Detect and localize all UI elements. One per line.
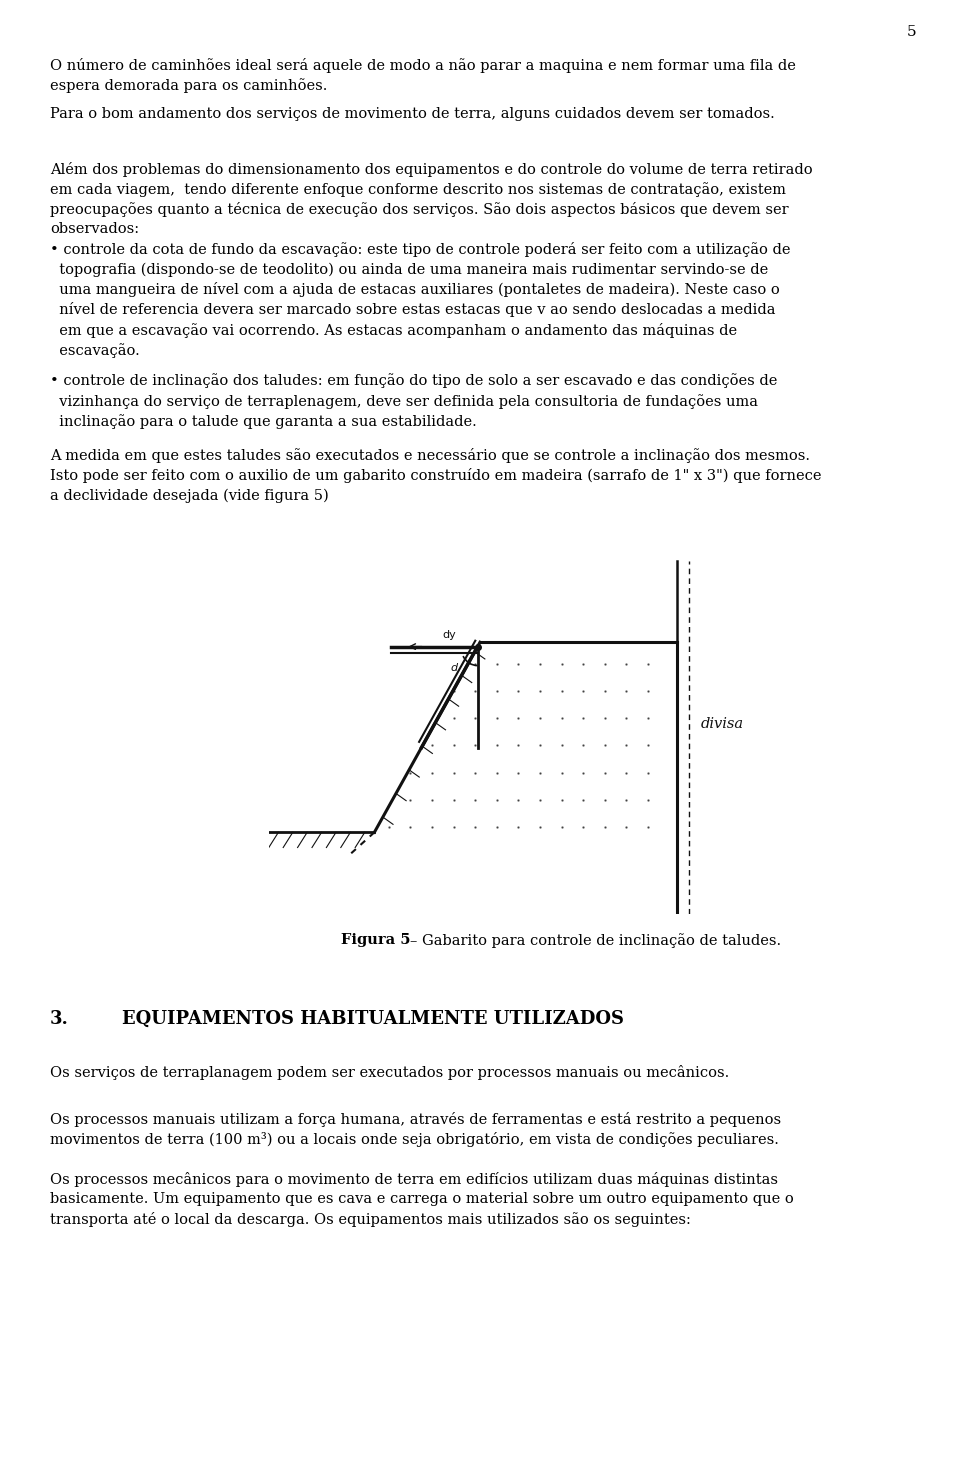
Text: EQUIPAMENTOS HABITUALMENTE UTILIZADOS: EQUIPAMENTOS HABITUALMENTE UTILIZADOS bbox=[122, 1009, 624, 1028]
Text: espera demorada para os caminhões.: espera demorada para os caminhões. bbox=[50, 77, 327, 92]
Text: a declividade desejada (vide figura 5): a declividade desejada (vide figura 5) bbox=[50, 488, 328, 503]
Text: em cada viagem,  tendo diferente enfoque conforme descrito nos sistemas de contr: em cada viagem, tendo diferente enfoque … bbox=[50, 181, 786, 196]
Text: Além dos problemas do dimensionamento dos equipamentos e do controle do volume d: Além dos problemas do dimensionamento do… bbox=[50, 162, 812, 177]
Text: transporta até o local da descarga. Os equipamentos mais utilizados são os segui: transporta até o local da descarga. Os e… bbox=[50, 1212, 691, 1227]
Text: Os processos manuais utilizam a força humana, através de ferramentas e está rest: Os processos manuais utilizam a força hu… bbox=[50, 1111, 781, 1127]
Text: 3.: 3. bbox=[50, 1009, 69, 1028]
Text: Os serviços de terraplanagem podem ser executados por processos manuais ou mecân: Os serviços de terraplanagem podem ser e… bbox=[50, 1064, 730, 1080]
Text: Para o bom andamento dos serviços de movimento de terra, alguns cuidados devem s: Para o bom andamento dos serviços de mov… bbox=[50, 108, 775, 121]
Text: uma mangueira de nível com a ajuda de estacas auxiliares (pontaletes de madeira): uma mangueira de nível com a ajuda de es… bbox=[50, 282, 780, 297]
Text: Figura 5: Figura 5 bbox=[341, 933, 410, 947]
Text: – Gabarito para controle de inclinação de taludes.: – Gabarito para controle de inclinação d… bbox=[410, 933, 781, 949]
Text: 5: 5 bbox=[907, 25, 917, 39]
Text: d: d bbox=[450, 662, 457, 673]
Text: A medida em que estes taludes são executados e necessário que se controle a incl: A medida em que estes taludes são execut… bbox=[50, 447, 810, 463]
Text: inclinação para o talude que garanta a sua estabilidade.: inclinação para o talude que garanta a s… bbox=[50, 414, 477, 428]
Text: • controle da cota de fundo da escavação: este tipo de controle poderá ser feito: • controle da cota de fundo da escavação… bbox=[50, 241, 790, 257]
Text: observados:: observados: bbox=[50, 222, 139, 235]
Text: Os processos mecânicos para o movimento de terra em edifícios utilizam duas máqu: Os processos mecânicos para o movimento … bbox=[50, 1173, 778, 1187]
Text: movimentos de terra (100 m³) ou a locais onde seja obrigatório, em vista de cond: movimentos de terra (100 m³) ou a locais… bbox=[50, 1132, 779, 1148]
Text: Isto pode ser feito com o auxilio de um gabarito construído em madeira (sarrafo : Isto pode ser feito com o auxilio de um … bbox=[50, 468, 822, 484]
Text: O número de caminhões ideal será aquele de modo a não parar a maquina e nem form: O número de caminhões ideal será aquele … bbox=[50, 57, 796, 73]
Text: dy: dy bbox=[442, 630, 456, 640]
Text: vizinhança do serviço de terraplenagem, deve ser definida pela consultoria de fu: vizinhança do serviço de terraplenagem, … bbox=[50, 393, 758, 408]
Text: preocupações quanto a técnica de execução dos serviços. São dois aspectos básico: preocupações quanto a técnica de execuçã… bbox=[50, 202, 788, 216]
Text: divisa: divisa bbox=[701, 716, 744, 731]
Text: topografia (dispondo-se de teodolito) ou ainda de uma maneira mais rudimentar se: topografia (dispondo-se de teodolito) ou… bbox=[50, 262, 768, 276]
Text: nível de referencia devera ser marcado sobre estas estacas que v ao sendo desloc: nível de referencia devera ser marcado s… bbox=[50, 303, 776, 317]
Text: basicamente. Um equipamento que es cava e carrega o material sobre um outro equi: basicamente. Um equipamento que es cava … bbox=[50, 1192, 794, 1206]
Text: em que a escavação vai ocorrendo. As estacas acompanham o andamento das máquinas: em que a escavação vai ocorrendo. As est… bbox=[50, 323, 737, 338]
Text: escavação.: escavação. bbox=[50, 342, 139, 358]
Text: • controle de inclinação dos taludes: em função do tipo de solo a ser escavado e: • controle de inclinação dos taludes: em… bbox=[50, 373, 778, 389]
